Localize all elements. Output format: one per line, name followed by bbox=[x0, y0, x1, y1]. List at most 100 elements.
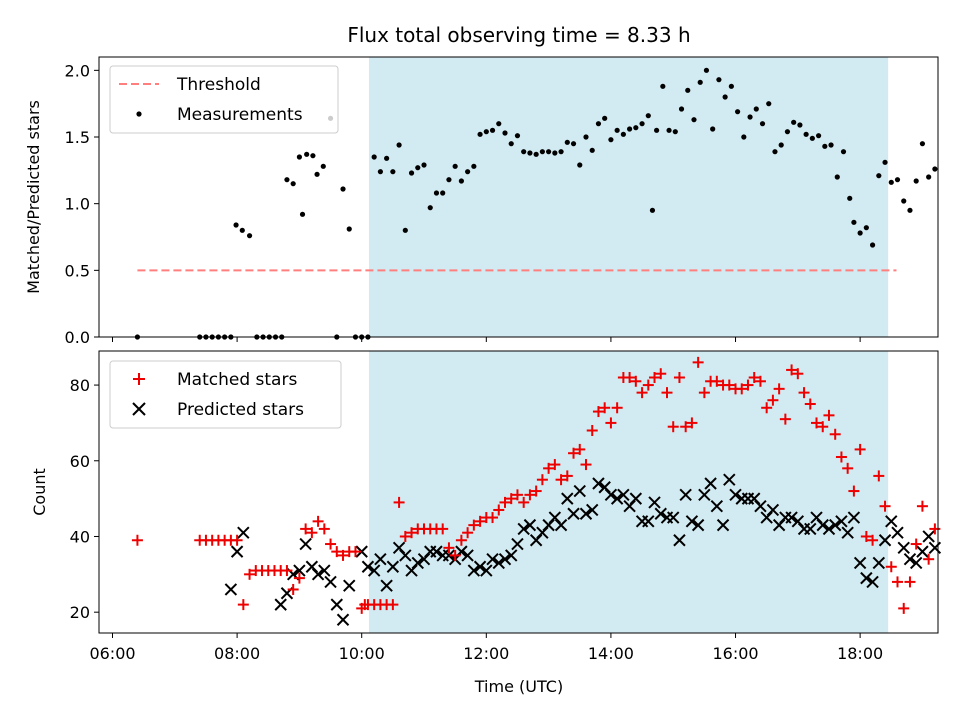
x-tick-label: 10:00 bbox=[339, 644, 385, 663]
top-y-axis-label: Matched/Predicted stars bbox=[24, 100, 43, 294]
measurement-point bbox=[734, 109, 741, 115]
measurement-point bbox=[483, 129, 489, 135]
predicted-star-point bbox=[573, 484, 586, 498]
measurement-point bbox=[384, 155, 390, 161]
predicted-star-point bbox=[498, 552, 512, 566]
predicted-star-point bbox=[909, 556, 923, 570]
measurement-point bbox=[851, 219, 857, 225]
measurement-point bbox=[452, 163, 458, 169]
measurement-point bbox=[901, 198, 907, 204]
predicted-star-point bbox=[374, 552, 387, 566]
top-y-tick-label: 2.0 bbox=[65, 61, 90, 80]
measurement-point bbox=[888, 179, 894, 185]
measurement-point bbox=[809, 135, 815, 141]
matched-star-point bbox=[624, 371, 636, 383]
measurement-point bbox=[415, 165, 421, 171]
predicted-star-point bbox=[486, 552, 499, 566]
bottom-legend: Matched stars Predicted stars bbox=[109, 360, 342, 429]
measurement-point bbox=[539, 149, 545, 155]
top-y-tick-label: 0.0 bbox=[65, 328, 90, 347]
matched-star-point bbox=[898, 602, 910, 614]
matched-star-point bbox=[848, 485, 860, 497]
measurement-point bbox=[710, 126, 716, 132]
predicted-star-point bbox=[299, 537, 312, 551]
measurement-point bbox=[678, 106, 685, 112]
matched-star-point bbox=[443, 542, 455, 554]
measurement-point bbox=[458, 178, 464, 184]
matched-star-point bbox=[580, 459, 592, 471]
measurement-point bbox=[346, 226, 352, 232]
matched-star-point bbox=[736, 383, 748, 395]
matched-star-point bbox=[312, 515, 324, 527]
matched-star-point bbox=[667, 421, 679, 433]
predicted-star-point bbox=[642, 515, 655, 528]
measurement-point bbox=[508, 141, 514, 147]
predicted-star-point bbox=[492, 556, 505, 570]
measurement-point bbox=[803, 131, 809, 137]
measurement-point bbox=[753, 106, 759, 112]
predicted-star-point bbox=[237, 526, 250, 539]
top-shaded-interval bbox=[368, 57, 889, 337]
measurement-point bbox=[589, 147, 595, 153]
matched-star-point bbox=[711, 375, 723, 387]
predicted-star-point bbox=[816, 518, 829, 532]
measurement-point bbox=[521, 149, 527, 155]
measurement-point bbox=[685, 87, 691, 93]
matched-star-point bbox=[879, 500, 891, 512]
matched-star-point bbox=[406, 527, 418, 539]
measurement-point bbox=[296, 154, 303, 160]
predicted-star-point bbox=[841, 526, 854, 539]
predicted-star-point bbox=[648, 496, 661, 509]
matched-star-point bbox=[599, 402, 611, 414]
matched-star-point bbox=[817, 421, 829, 433]
measurement-point bbox=[595, 121, 602, 127]
measurement-point bbox=[797, 122, 803, 128]
predicted-star-point bbox=[903, 552, 917, 566]
predicted-star-point bbox=[872, 556, 886, 570]
measurement-point bbox=[489, 127, 496, 133]
predicted-star-point bbox=[729, 488, 742, 502]
predicted-star-point bbox=[461, 549, 474, 562]
measurement-point bbox=[284, 177, 290, 183]
matched-star-point bbox=[325, 538, 337, 550]
predicted-star-point bbox=[654, 507, 667, 520]
matched-star-point bbox=[237, 599, 249, 611]
measurement-point bbox=[728, 83, 734, 89]
matched-star-point bbox=[574, 443, 586, 455]
measurement-point bbox=[502, 130, 508, 136]
bottom-y-tick-label: 80 bbox=[70, 376, 90, 395]
measurement-point bbox=[759, 121, 766, 127]
matched-star-point bbox=[748, 371, 760, 383]
measurement-point bbox=[440, 190, 446, 196]
predicted-star-point bbox=[293, 564, 306, 577]
measurement-point bbox=[857, 230, 863, 236]
measurement-point bbox=[639, 121, 645, 127]
measurement-point bbox=[722, 94, 728, 100]
measurement-point bbox=[766, 101, 772, 107]
predicted-star-point bbox=[336, 613, 350, 626]
matched-star-point bbox=[300, 523, 312, 535]
predicted-star-point bbox=[517, 522, 530, 536]
x-tick-label: 08:00 bbox=[214, 644, 260, 663]
predicted-star-point bbox=[679, 488, 692, 502]
measurement-point bbox=[427, 205, 433, 211]
predicted-star-point bbox=[828, 518, 842, 532]
matched-star-point bbox=[549, 459, 561, 471]
measurement-point bbox=[471, 163, 477, 169]
measurement-point bbox=[602, 115, 608, 121]
bottom-y-ticks: 20 40 60 80 bbox=[70, 376, 99, 622]
bottom-panel: 20 40 60 80 06:00 08:00 10:00 12:00 14:00 16:00 1… bbox=[30, 350, 942, 696]
predicted-star-point bbox=[399, 549, 412, 562]
matched-star-point bbox=[561, 470, 573, 482]
measurement-point bbox=[716, 77, 722, 83]
matched-star-point bbox=[487, 512, 499, 524]
measurement-point bbox=[620, 131, 626, 137]
predicted-star-point bbox=[523, 518, 537, 532]
measurement-point bbox=[390, 169, 396, 175]
matched-star-point bbox=[555, 474, 567, 486]
matched-star-point bbox=[306, 527, 318, 539]
matched-star-point bbox=[661, 387, 673, 399]
matched-star-point bbox=[530, 485, 542, 497]
measurement-point bbox=[564, 139, 570, 145]
matched-star-point bbox=[923, 553, 935, 565]
